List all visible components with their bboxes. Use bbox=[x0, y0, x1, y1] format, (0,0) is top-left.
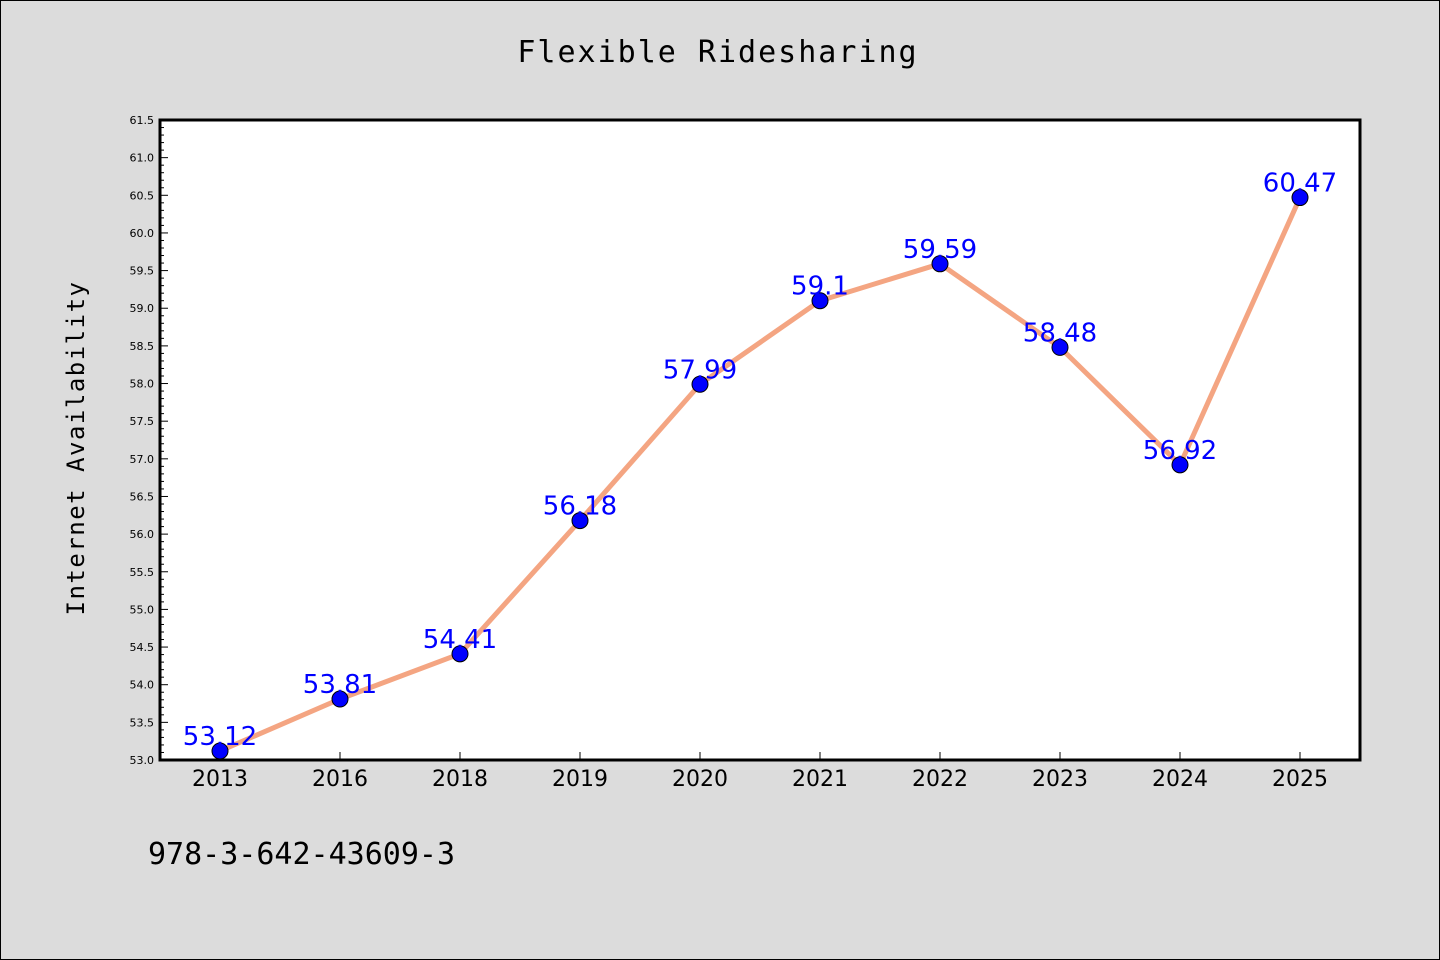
y-tick-label: 53.5 bbox=[130, 716, 155, 729]
series-line bbox=[217, 195, 1303, 754]
x-tick-label: 2023 bbox=[1032, 767, 1088, 792]
data-point bbox=[931, 255, 949, 273]
series bbox=[211, 189, 1309, 760]
y-tick-label: 59.0 bbox=[130, 302, 155, 315]
y-tick-label: 55.0 bbox=[130, 603, 155, 616]
x-tick-label: 2016 bbox=[312, 767, 368, 792]
plot-area bbox=[160, 120, 1360, 760]
footer-isbn: 978-3-642-43609-3 bbox=[148, 837, 455, 872]
data-point bbox=[571, 512, 589, 530]
data-label: 58.48 bbox=[1023, 318, 1097, 348]
data-label: 56.18 bbox=[543, 492, 617, 522]
x-tick-label: 2021 bbox=[792, 767, 848, 792]
data-label: 57.99 bbox=[663, 355, 737, 385]
y-tick-label: 56.0 bbox=[130, 528, 155, 541]
data-label: 53.12 bbox=[183, 722, 257, 752]
y-tick-label: 57.5 bbox=[130, 415, 155, 428]
data-point bbox=[811, 292, 829, 310]
y-tick-label: 55.5 bbox=[130, 566, 155, 579]
data-label: 60.47 bbox=[1263, 169, 1337, 199]
x-axis: 2013 2016 2018 2019 2020 2021 2022 2023 2024 2025 bbox=[192, 752, 1328, 792]
data-labels: 53.12 53.81 54.41 56.18 57.99 59.1 59.59 58.48 5… bbox=[183, 169, 1337, 752]
data-label: 53.81 bbox=[303, 670, 377, 700]
y-tick-label: 56.5 bbox=[130, 490, 155, 503]
y-tick-label: 59.5 bbox=[130, 265, 155, 278]
data-point bbox=[331, 690, 349, 708]
x-tick-label: 2022 bbox=[912, 767, 968, 792]
plot-frame bbox=[158, 118, 1362, 762]
y-tick-label: 53.0 bbox=[130, 754, 155, 767]
x-tick-label: 2024 bbox=[1152, 767, 1208, 792]
data-label: 59.59 bbox=[903, 235, 977, 265]
y-tick-label: 61.5 bbox=[130, 114, 155, 127]
data-point bbox=[1051, 338, 1069, 356]
y-tick-label: 60.0 bbox=[130, 227, 155, 240]
x-tick-label: 2019 bbox=[552, 767, 608, 792]
data-point bbox=[1171, 456, 1189, 474]
y-tick-label: 54.5 bbox=[130, 641, 155, 654]
y-tick-label: 60.5 bbox=[130, 189, 155, 202]
y-tick-label: 58.5 bbox=[130, 340, 155, 353]
y-tick-label: 57.0 bbox=[130, 453, 155, 466]
x-tick-label: 2025 bbox=[1272, 767, 1328, 792]
y-axis-label: Internet Availability bbox=[62, 281, 90, 616]
chart-title: Flexible Ridesharing bbox=[517, 35, 918, 70]
x-tick-label: 2020 bbox=[672, 767, 728, 792]
data-point bbox=[1291, 189, 1309, 207]
data-point bbox=[691, 375, 709, 393]
y-tick-label: 61.0 bbox=[130, 152, 155, 165]
y-tick-label: 58.0 bbox=[130, 378, 155, 391]
x-tick-label: 2018 bbox=[432, 767, 488, 792]
data-point bbox=[451, 645, 469, 663]
y-axis: 53.0 53.5 54.0 54.5 55.0 55.5 56.0 56.5 57.0 57.5… bbox=[130, 114, 168, 767]
y-tick-label: 54.0 bbox=[130, 679, 155, 692]
data-label: 56.92 bbox=[1143, 436, 1217, 466]
data-label: 54.41 bbox=[423, 625, 497, 655]
data-label: 59.1 bbox=[791, 272, 849, 302]
x-tick-label: 2013 bbox=[192, 767, 248, 792]
